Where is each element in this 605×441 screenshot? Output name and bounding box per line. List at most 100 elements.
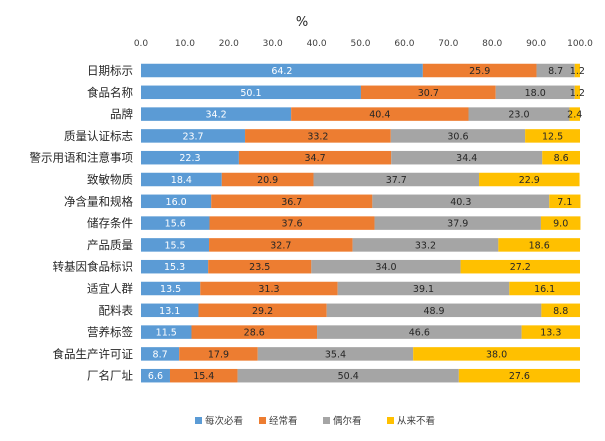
bar-segment: [141, 368, 170, 383]
data-label: 22.3: [179, 153, 200, 164]
category-label: 净含量和规格: [64, 194, 133, 208]
bar-segment: [468, 107, 570, 121]
data-label: 27.6: [509, 371, 530, 382]
chart-title: %: [296, 15, 308, 30]
data-label: 25.9: [469, 66, 490, 77]
bar-segment: [141, 172, 222, 187]
category-label: 警示用语和注意事项: [30, 151, 134, 165]
data-label: 33.2: [415, 240, 436, 251]
data-label: 7.1: [557, 197, 572, 208]
data-labels: 64.2 25.9 8.7 1.2 50.1 30.7 18.0 1.2 34.2 40.4 23.…: [148, 66, 585, 382]
x-tick-label: 80.0: [482, 39, 502, 49]
category-label: 食品名称: [87, 85, 133, 99]
data-label: 35.4: [325, 349, 346, 360]
legend-swatch: [195, 417, 202, 424]
bar-segment: [141, 259, 209, 274]
data-label: 30.7: [418, 88, 439, 99]
x-tick-label: 60.0: [394, 39, 414, 49]
bar-segment: [337, 281, 510, 296]
bar-segment: [498, 238, 580, 252]
x-tick-label: 90.0: [526, 39, 546, 49]
category-label: 营养标签: [87, 325, 133, 339]
bar-segment: [458, 368, 580, 383]
data-label: 6.6: [148, 371, 163, 382]
bar-segment: [549, 194, 581, 209]
x-tick-label: 100.0: [567, 39, 593, 49]
x-tick-label: 20.0: [219, 39, 239, 49]
bars: [141, 63, 581, 383]
data-label: 1.2: [570, 66, 585, 77]
legend: 每次必看 经常看 偶尔看 从来不看: [195, 415, 435, 427]
bar-segment: [360, 85, 496, 100]
legend-label: 从来不看: [397, 415, 435, 427]
x-tick-label: 70.0: [438, 39, 458, 49]
data-label: 9.0: [553, 219, 568, 230]
data-label: 34.4: [456, 153, 477, 164]
bar-segment: [509, 281, 580, 296]
data-label: 16.0: [166, 197, 187, 208]
bar-segment: [141, 303, 199, 318]
category-label: 品牌: [110, 107, 133, 121]
category-label: 产品质量: [87, 238, 133, 252]
bar-segment: [237, 368, 459, 383]
data-label: 23.7: [182, 131, 203, 142]
x-tick-label: 10.0: [175, 39, 195, 49]
category-label: 适宜人群: [87, 282, 133, 296]
data-label: 23.0: [508, 110, 529, 121]
bar-segment: [198, 303, 327, 318]
data-label: 28.6: [244, 328, 265, 339]
category-label: 食品生产许可证: [53, 347, 134, 361]
category-label: 日期标示: [87, 64, 133, 78]
data-label: 23.5: [249, 262, 270, 273]
category-labels: 日期标示食品名称品牌质量认证标志警示用语和注意事项致敏物质净含量和规格储存条件产…: [30, 64, 134, 383]
bar-segment: [141, 150, 239, 165]
bar-segment: [141, 129, 246, 143]
data-label: 46.6: [409, 328, 430, 339]
data-label: 36.7: [281, 197, 302, 208]
data-label: 33.2: [307, 131, 328, 142]
bar-segment: [317, 325, 522, 339]
category-label: 厂名厂址: [87, 369, 133, 383]
data-label: 15.4: [193, 371, 214, 382]
bar-segment: [525, 129, 580, 143]
x-tick-label: 50.0: [350, 39, 370, 49]
bar-segment: [574, 63, 580, 78]
bar-segment: [313, 172, 480, 187]
data-label: 20.9: [257, 175, 278, 186]
data-label: 64.2: [271, 66, 292, 77]
data-label: 15.6: [165, 219, 186, 230]
bar-segment: [541, 303, 580, 318]
bar-segment: [372, 194, 550, 209]
legend-label: 偶尔看: [333, 415, 362, 427]
data-label: 27.2: [510, 262, 531, 273]
data-label: 38.0: [486, 349, 507, 360]
data-label: 16.1: [534, 284, 555, 295]
data-label: 37.7: [386, 175, 407, 186]
data-label: 50.1: [240, 88, 261, 99]
bar-segment: [141, 281, 201, 296]
bar-segment: [540, 216, 581, 230]
bar-segment: [390, 129, 526, 143]
bar-segment: [141, 107, 292, 121]
data-label: 8.6: [554, 153, 569, 164]
data-label: 39.1: [413, 284, 434, 295]
bar-segment: [374, 216, 541, 230]
data-label: 13.3: [540, 328, 561, 339]
bar-segment: [169, 368, 238, 383]
bar-segment: [245, 129, 391, 143]
bar-segment: [495, 85, 575, 100]
bar-segment: [422, 63, 537, 78]
data-label: 18.6: [529, 240, 550, 251]
bar-segment: [141, 63, 423, 78]
data-label: 8.8: [553, 306, 568, 317]
x-tick-label: 0.0: [134, 39, 149, 49]
bar-segment: [326, 303, 542, 318]
data-label: 8.7: [548, 66, 563, 77]
data-label: 37.9: [447, 219, 468, 230]
data-label: 12.5: [542, 131, 563, 142]
data-label: 8.7: [153, 349, 168, 360]
data-label: 32.7: [270, 240, 291, 251]
bar-segment: [179, 347, 258, 361]
x-tick-label: 30.0: [263, 39, 283, 49]
bar-segment: [211, 194, 373, 209]
